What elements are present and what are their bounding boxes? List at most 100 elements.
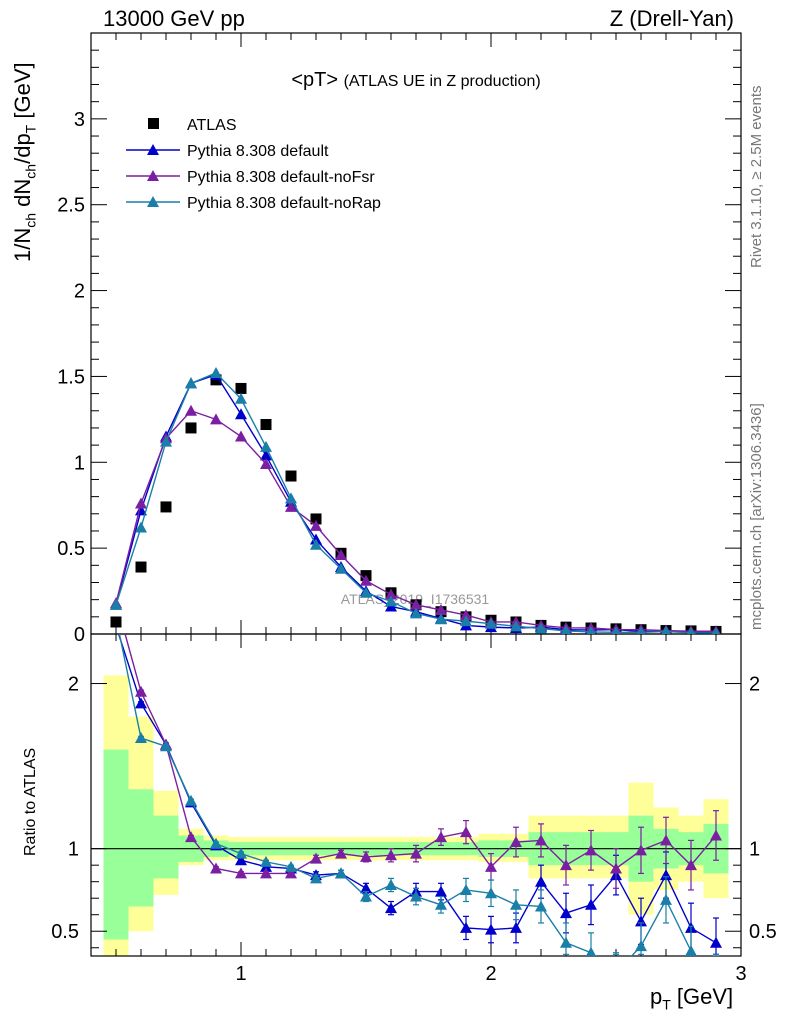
ratio-y-tick-label-right: 0.5	[749, 921, 777, 943]
header-right: Z (Drell-Yan)	[609, 6, 734, 31]
ratio-point	[635, 940, 647, 952]
green-band-bin	[153, 815, 179, 879]
ratio-point	[485, 860, 497, 872]
ratio-point	[610, 862, 622, 874]
data-point	[385, 588, 397, 600]
data-point	[410, 598, 422, 610]
legend-label: Pythia 8.308 default-noFsr	[187, 169, 375, 186]
legend-label: Pythia 8.308 default-noRap	[187, 195, 381, 212]
x-tick-label: 1	[235, 963, 246, 985]
ratio-point	[610, 967, 622, 978]
plot-title: <pT> (ATLAS UE in Z production)	[291, 69, 540, 91]
ratio-point	[135, 732, 147, 744]
ratio-point	[310, 872, 322, 884]
data-point	[235, 430, 247, 442]
data-point	[185, 377, 197, 389]
ratio-y-tick-label: 1	[68, 839, 79, 861]
data-point	[611, 626, 621, 634]
ratio-point	[385, 902, 397, 914]
data-point	[185, 422, 197, 434]
data-point	[310, 519, 322, 531]
main-y-tick-label: 3	[74, 109, 85, 131]
data-point	[260, 419, 272, 431]
data-point	[110, 598, 122, 610]
legend-marker	[148, 118, 159, 129]
main-y-tick-label: 1.5	[57, 366, 85, 388]
legend-label: Pythia 8.308 default	[187, 143, 329, 160]
ratio-point	[585, 844, 597, 856]
data-point	[285, 500, 297, 512]
series-pythia-8-308-default-norap	[110, 366, 720, 634]
main-y-tick-label: 0	[74, 624, 85, 646]
data-point	[661, 625, 671, 634]
header-left: 13000 GeV pp	[103, 6, 245, 31]
ratio-y-tick-label: 2	[68, 674, 79, 696]
ratio-point	[585, 946, 597, 956]
data-point	[485, 617, 497, 629]
ratio-point	[710, 936, 722, 948]
data-point	[460, 615, 472, 627]
ratio-point	[685, 945, 697, 956]
ratio-point	[285, 867, 297, 879]
data-point	[285, 492, 297, 504]
ratio-point	[660, 834, 672, 846]
data-point	[586, 625, 596, 634]
x-tick-label: 3	[735, 963, 746, 985]
ratio-point	[585, 898, 597, 910]
data-point	[160, 435, 172, 447]
ratio-point	[235, 854, 247, 866]
ratio-point	[485, 923, 497, 935]
ratio-point	[235, 867, 247, 879]
ratio-point	[410, 890, 422, 902]
data-point	[210, 374, 222, 386]
watermark: ATLAS_2019_I1736531	[341, 591, 490, 607]
green-band-bin	[128, 789, 154, 907]
data-point	[435, 603, 447, 615]
ratio-point	[535, 900, 547, 912]
ratio-point	[660, 893, 672, 905]
data-point	[435, 613, 447, 625]
data-point	[535, 622, 547, 634]
ratio-point	[560, 859, 572, 871]
ratio-point	[135, 697, 147, 709]
ratio-point	[360, 882, 372, 894]
series-pythia-8-308-default-nofsr	[110, 404, 721, 634]
ratio-point	[635, 844, 647, 856]
ratio-point	[485, 887, 497, 899]
data-point	[210, 413, 222, 425]
main-y-tick-label: 2	[74, 281, 85, 303]
ratio-point	[560, 936, 572, 948]
data-point	[636, 626, 646, 634]
ratio-point	[335, 867, 347, 879]
ratio-y-tick-label-right: 2	[749, 674, 760, 696]
data-point	[310, 538, 322, 550]
data-point	[160, 501, 172, 513]
legend-marker	[147, 170, 159, 181]
data-point	[360, 586, 372, 598]
data-point	[712, 626, 720, 634]
data-point	[135, 521, 147, 533]
data-point	[210, 366, 222, 378]
ratio-point	[185, 831, 197, 843]
data-point	[385, 595, 397, 607]
ratio-point	[460, 921, 472, 933]
ratio-point	[535, 875, 547, 887]
ratio-point	[460, 826, 472, 838]
data-point	[135, 497, 147, 509]
ratio-point	[510, 921, 522, 933]
data-point	[410, 607, 422, 619]
ratio-bands	[103, 675, 729, 956]
data-point	[110, 616, 122, 628]
data-point	[235, 408, 247, 420]
data-point	[185, 404, 197, 416]
ratio-point	[685, 859, 697, 871]
ratio-point	[360, 890, 372, 902]
x-axis-label: pT [GeV]	[650, 984, 734, 1013]
ratio-point	[535, 834, 547, 846]
legend-marker	[147, 144, 159, 155]
ratio-point	[385, 849, 397, 861]
ratio-point	[385, 878, 397, 890]
legend: ATLAS Pythia 8.308 default Pythia 8.308 de…	[126, 117, 381, 212]
ratio-pythia-8-308-default-nofsr	[124, 634, 722, 891]
data-point	[335, 562, 347, 574]
